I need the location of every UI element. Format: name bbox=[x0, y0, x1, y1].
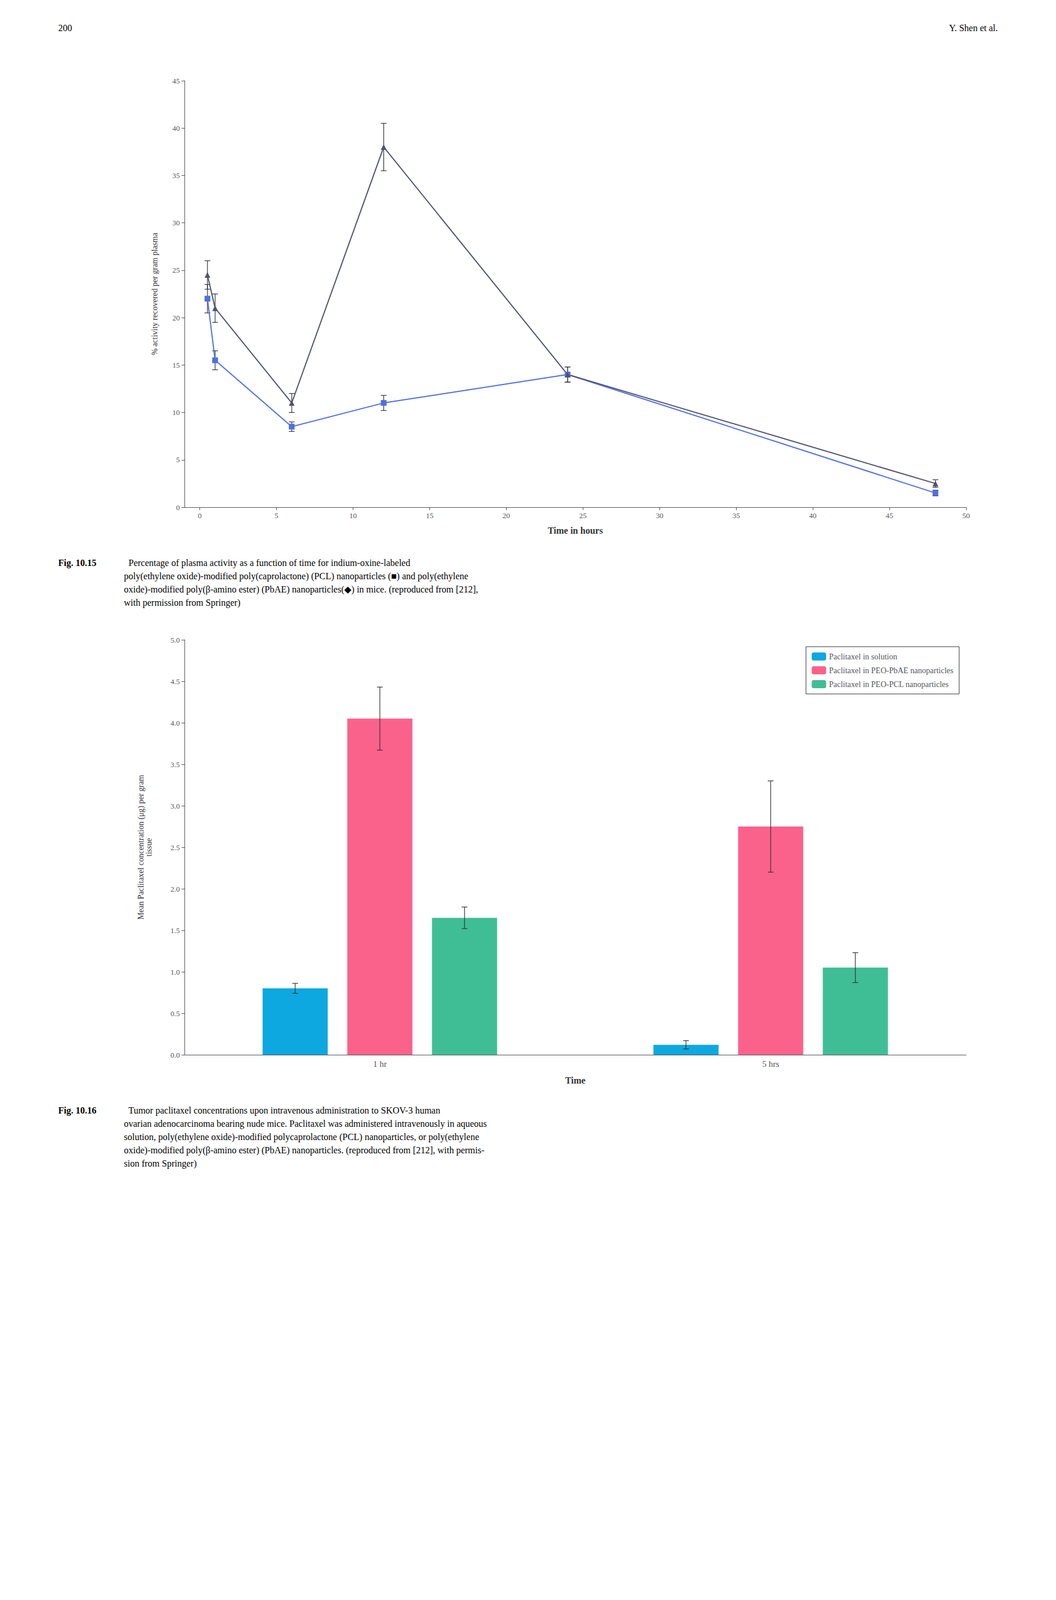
svg-text:35: 35 bbox=[732, 511, 741, 520]
svg-text:sion from Springer): sion from Springer) bbox=[123, 1158, 197, 1169]
svg-text:Fig. 10.15: Fig. 10.15 bbox=[58, 557, 97, 569]
svg-text:with permission from Springer): with permission from Springer) bbox=[123, 597, 241, 609]
svg-text:25: 25 bbox=[579, 511, 587, 520]
svg-text:15: 15 bbox=[425, 511, 434, 520]
svg-text:30: 30 bbox=[172, 218, 180, 228]
svg-text:40: 40 bbox=[809, 511, 817, 520]
svg-text:Time: Time bbox=[564, 1075, 586, 1086]
svg-text:Tumor paclitaxel concentration: Tumor paclitaxel concentrations upon int… bbox=[123, 1105, 441, 1116]
svg-text:ovarian adenocarcinoma bearing: ovarian adenocarcinoma bearing nude mice… bbox=[123, 1118, 488, 1130]
svg-text:5: 5 bbox=[274, 511, 279, 520]
svg-text:5: 5 bbox=[176, 455, 181, 465]
svg-text:Fig. 10.16: Fig. 10.16 bbox=[58, 1105, 97, 1116]
svg-text:poly(ethylene oxide)-modified: poly(ethylene oxide)-modified poly(capro… bbox=[123, 571, 469, 582]
svg-text:50: 50 bbox=[962, 511, 971, 520]
svg-text:solution, poly(ethylene oxide): solution, poly(ethylene oxide)-modified … bbox=[123, 1132, 480, 1143]
svg-text:Percentage of plasma activity: Percentage of plasma activity as a funct… bbox=[123, 557, 411, 569]
svg-text:Y. Shen et al.: Y. Shen et al. bbox=[948, 23, 998, 33]
svg-text:3.5: 3.5 bbox=[170, 760, 180, 769]
svg-text:10: 10 bbox=[349, 511, 357, 520]
svg-text:0: 0 bbox=[176, 503, 181, 512]
svg-text:Paclitaxel in PEO-PCL nanopart: Paclitaxel in PEO-PCL nanoparticles bbox=[828, 680, 949, 689]
svg-text:15: 15 bbox=[172, 360, 180, 370]
svg-text:1.5: 1.5 bbox=[170, 926, 180, 935]
svg-text:10: 10 bbox=[172, 408, 180, 417]
svg-text:2.5: 2.5 bbox=[170, 843, 180, 852]
svg-text:1.0: 1.0 bbox=[170, 967, 180, 977]
svg-text:oxide)-modified poly(β-amino e: oxide)-modified poly(β-amino ester) (PbA… bbox=[123, 584, 478, 595]
svg-text:3.0: 3.0 bbox=[170, 801, 180, 811]
svg-text:25: 25 bbox=[172, 265, 180, 275]
svg-text:5.0: 5.0 bbox=[170, 635, 180, 645]
svg-text:5 hrs: 5 hrs bbox=[762, 1059, 780, 1069]
svg-text:20: 20 bbox=[172, 313, 180, 323]
svg-text:2.0: 2.0 bbox=[170, 884, 180, 894]
svg-text:4.5: 4.5 bbox=[170, 677, 180, 686]
svg-text:% activity recovered per gram: % activity recovered per gram plasma bbox=[150, 232, 160, 356]
svg-text:Paclitaxel in PEO-PbAE nanopar: Paclitaxel in PEO-PbAE nanoparticles bbox=[828, 666, 954, 675]
svg-text:oxide)-modified poly(β-amino e: oxide)-modified poly(β-amino ester) (PbA… bbox=[123, 1145, 485, 1156]
svg-text:200: 200 bbox=[58, 23, 73, 33]
svg-text:Paclitaxel in solution: Paclitaxel in solution bbox=[828, 652, 897, 662]
svg-text:45: 45 bbox=[885, 511, 894, 520]
svg-text:0.5: 0.5 bbox=[170, 1009, 180, 1018]
svg-text:40: 40 bbox=[172, 123, 180, 133]
svg-text:20: 20 bbox=[502, 511, 511, 520]
svg-text:4.0: 4.0 bbox=[170, 718, 180, 728]
svg-text:35: 35 bbox=[172, 171, 180, 180]
svg-text:1 hr: 1 hr bbox=[372, 1059, 387, 1069]
svg-text:Mean Paclitaxel concentration: Mean Paclitaxel concentration (μg) per g… bbox=[136, 774, 145, 920]
svg-text:tissue: tissue bbox=[144, 838, 154, 857]
svg-text:0.0: 0.0 bbox=[170, 1050, 180, 1060]
svg-text:Time in hours: Time in hours bbox=[547, 525, 603, 536]
svg-text:0: 0 bbox=[197, 511, 202, 520]
svg-text:30: 30 bbox=[655, 511, 664, 520]
svg-text:45: 45 bbox=[172, 76, 180, 86]
